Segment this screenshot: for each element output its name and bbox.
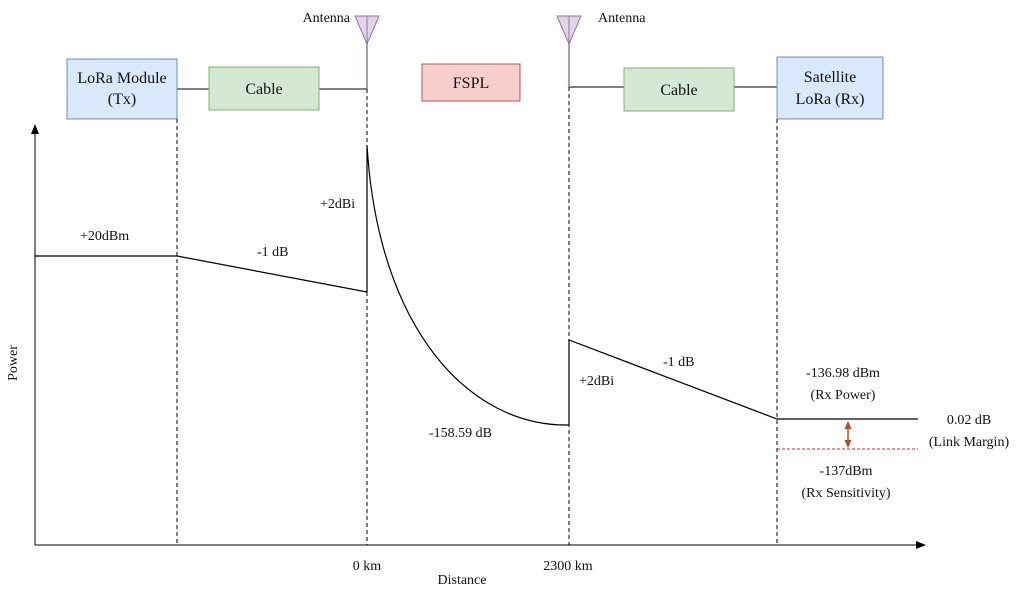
rx-module-label-line2: LoRa (Rx) [796, 91, 865, 108]
stage-guides [176, 87, 778, 545]
cable-tx-box: Cable [208, 66, 320, 111]
rx-antenna-label: Antenna [598, 11, 646, 26]
tx-power-annotation: +20dBm [80, 229, 129, 244]
rx-power-value: -136.98 dBm [806, 366, 880, 381]
fspl-loss-annotation: -158.59 dB [429, 426, 492, 441]
rx-sensitivity-value: -137dBm [820, 464, 873, 479]
y-axis-label: Power [6, 345, 21, 381]
x-axis-label: Distance [438, 573, 487, 588]
tx-module-box: LoRa Module (Tx) [66, 58, 178, 120]
cable-rx-box: Cable [623, 67, 735, 112]
tx-module-label-line1: LoRa Module [77, 70, 166, 87]
rx-module-label-line1: Satellite [804, 69, 856, 86]
cable-loss-tx-annotation: -1 dB [257, 245, 289, 260]
fspl-label: FSPL [453, 75, 489, 92]
tx-module-label-line2: (Tx) [108, 91, 136, 108]
link-margin-value: 0.02 dB [947, 413, 991, 428]
rx-module-box: Satellite LoRa (Rx) [776, 56, 884, 120]
power-profile-line [35, 144, 918, 426]
cable-loss-rx-annotation: -1 dB [663, 355, 695, 370]
rx-power-caption: (Rx Power) [811, 388, 876, 403]
tx-antenna-label: Antenna [303, 11, 351, 26]
link-margin-caption: (Link Margin) [929, 435, 1010, 450]
cable-rx-label: Cable [660, 82, 697, 99]
rx-sensitivity-caption: (Rx Sensitivity) [801, 486, 890, 501]
antenna-gain-tx-annotation: +2dBi [320, 197, 355, 212]
cable-tx-label: Cable [245, 81, 282, 98]
antenna-gain-rx-annotation: +2dBi [579, 374, 614, 389]
tx-antenna: Antenna [303, 11, 380, 89]
x-tick-0km: 0 km [353, 559, 382, 574]
rx-antenna: Antenna [556, 11, 646, 87]
fspl-box: FSPL [421, 63, 521, 102]
x-tick-2300km: 2300 km [543, 559, 593, 574]
